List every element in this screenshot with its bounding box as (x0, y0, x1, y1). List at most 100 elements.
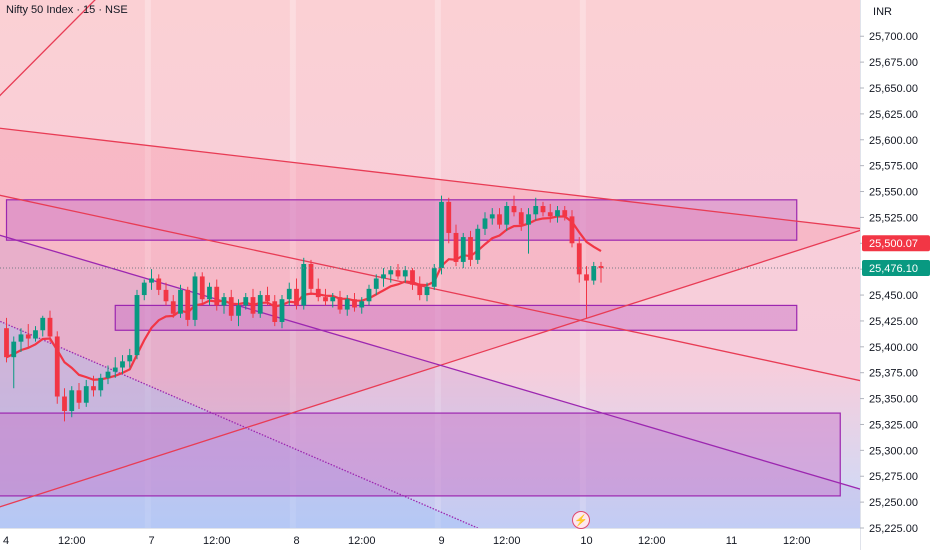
candle (156, 274, 162, 296)
candle (591, 261, 597, 285)
candle (598, 261, 604, 283)
candle (199, 272, 205, 306)
candle-body (265, 295, 270, 302)
candle (112, 357, 118, 378)
candle (4, 317, 9, 363)
candle (214, 279, 220, 311)
candle (265, 286, 270, 306)
candle-body (214, 286, 220, 306)
candle-body (243, 297, 249, 306)
candle (497, 208, 502, 229)
candle (475, 224, 481, 264)
candle-body (257, 295, 263, 314)
candle (69, 386, 75, 418)
candle (243, 292, 249, 310)
candle-body (170, 301, 176, 314)
candle-body (395, 270, 401, 277)
candle (584, 266, 589, 318)
session-separator (434, 0, 441, 528)
y-tick-label: 25,650.00 (869, 83, 918, 95)
y-tick-label: 25,450.00 (869, 290, 918, 302)
candle-body (431, 268, 437, 287)
x-tick-label: 7 (148, 535, 154, 547)
candle (134, 289, 140, 360)
candle (18, 328, 24, 352)
y-tick-label: 25,625.00 (869, 109, 918, 121)
middle-zone (114, 304, 798, 331)
candle-body (417, 284, 423, 296)
candle (91, 375, 96, 397)
x-tick-label: 12:00 (203, 535, 231, 547)
candle-body (105, 371, 111, 378)
candle-body (127, 355, 133, 362)
lightning-icon[interactable]: ⚡ (572, 511, 590, 529)
x-tick-label: 12:00 (58, 535, 86, 547)
candle (439, 195, 444, 275)
candle (308, 259, 314, 296)
candle-body (279, 299, 285, 322)
candle-body (134, 295, 140, 356)
candle (330, 292, 336, 308)
candle (127, 348, 133, 368)
last-price-label: 25,476.10 (869, 263, 918, 275)
candle-body (199, 276, 205, 300)
y-tick-label: 25,425.00 (869, 316, 918, 328)
y-tick-label: 25,400.00 (869, 342, 918, 354)
candle (410, 268, 415, 290)
last-price-badge (862, 260, 930, 277)
candle-body (446, 201, 452, 233)
candle (323, 288, 328, 306)
candle-body (584, 274, 589, 281)
candle-body (62, 396, 67, 412)
candle-body (482, 218, 488, 229)
candle-body (337, 297, 343, 310)
session-separator (289, 0, 296, 528)
candle (511, 195, 517, 217)
candle (526, 208, 531, 254)
candle-body (207, 286, 212, 300)
candle (555, 206, 560, 223)
candle-body (83, 386, 89, 403)
candle-body (98, 377, 104, 391)
candle (453, 224, 459, 267)
candle (547, 203, 553, 223)
candle-body (18, 334, 24, 342)
candle-body (468, 237, 473, 260)
upper-zone (5, 199, 798, 241)
candle (62, 388, 67, 422)
candle (388, 266, 394, 283)
candle (533, 197, 539, 221)
candle (460, 232, 466, 269)
candle-body (330, 297, 336, 302)
candle (301, 257, 307, 310)
candle (402, 266, 408, 283)
candle (272, 295, 278, 327)
session-separator (579, 0, 586, 528)
candle-body (163, 289, 169, 302)
candle-body (40, 317, 46, 331)
candle (417, 276, 423, 301)
candle (207, 282, 212, 306)
candle (178, 284, 183, 318)
candle-body (141, 282, 147, 296)
candle-body (236, 305, 241, 316)
time-axis-panel (0, 528, 860, 550)
candle-body (185, 289, 191, 320)
y-tick-label: 25,350.00 (869, 394, 918, 406)
candle (468, 230, 473, 267)
candle-body (591, 266, 597, 281)
steep-red-line (0, 0, 96, 97)
candle-body (112, 367, 118, 372)
candle-body (69, 390, 75, 412)
candle-body (120, 361, 125, 368)
candle-body (504, 206, 510, 225)
x-tick-label: 4 (3, 535, 9, 547)
candle-body (460, 237, 466, 262)
x-tick-label: 12:00 (783, 535, 811, 547)
candle-body (373, 278, 379, 289)
purple-dotted-trendline (0, 320, 479, 528)
candle (228, 289, 234, 321)
candle-body (359, 301, 365, 308)
candle-body (76, 390, 82, 403)
